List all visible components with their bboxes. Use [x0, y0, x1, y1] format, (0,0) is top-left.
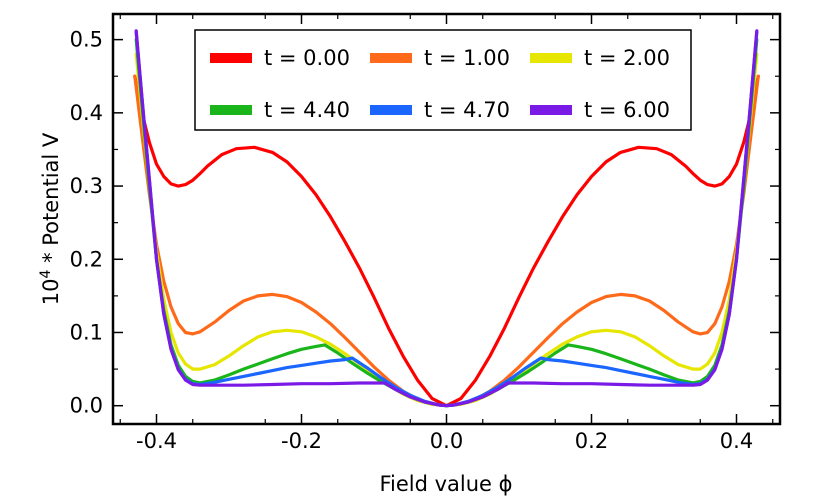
x-tick-label: 0.0	[430, 429, 463, 453]
legend-label-5: t = 6.00	[584, 98, 670, 122]
x-tick-label: 0.4	[720, 429, 753, 453]
y-tick-label: 0.4	[70, 101, 103, 125]
legend-box	[194, 29, 692, 131]
legend-label-2: t = 2.00	[584, 46, 670, 70]
series-line-5	[134, 29, 759, 408]
y-axis-title-rest: * Potential V	[39, 132, 63, 270]
x-tick-label: 0.2	[575, 429, 608, 453]
legend-items: t = 0.00 t = 1.00 t = 2.00 t = 4.40 t = 4.70…	[210, 46, 670, 122]
x-tick-label: -0.2	[281, 429, 322, 453]
y-axis-title: 104 * Potential V	[38, 132, 63, 305]
legend-swatch-1	[370, 53, 412, 63]
y-tick-label: 0.1	[70, 320, 103, 344]
legend-swatch-0	[210, 53, 252, 63]
series-layer	[133, 29, 760, 408]
y-tick-label: 0.0	[70, 394, 103, 418]
legend-label-3: t = 4.40	[264, 98, 350, 122]
x-tick-label: -0.4	[136, 429, 177, 453]
legend-swatch-2	[530, 53, 572, 63]
y-tick-label: 0.3	[70, 174, 103, 198]
y-axis-title-base: 10	[39, 279, 63, 306]
legend-swatch-5	[530, 105, 572, 115]
legend-swatch-4	[370, 105, 412, 115]
legend: t = 0.00 t = 1.00 t = 2.00 t = 4.40 t = 4.70…	[194, 29, 692, 131]
ticks-layer: -0.4 -0.2 0.0 0.2 0.4 0.0 0.1 0.2 0.3 0.4 0.5	[70, 14, 780, 453]
legend-label-0: t = 0.00	[264, 46, 350, 70]
y-tick-label: 0.5	[70, 28, 103, 52]
y-axis-title-exponent: 4	[38, 270, 54, 279]
legend-label-1: t = 1.00	[424, 46, 510, 70]
y-tick-label: 0.2	[70, 247, 103, 271]
legend-swatch-3	[210, 105, 252, 115]
x-axis-title: Field value ϕ	[379, 472, 512, 496]
legend-label-4: t = 4.70	[424, 98, 510, 122]
